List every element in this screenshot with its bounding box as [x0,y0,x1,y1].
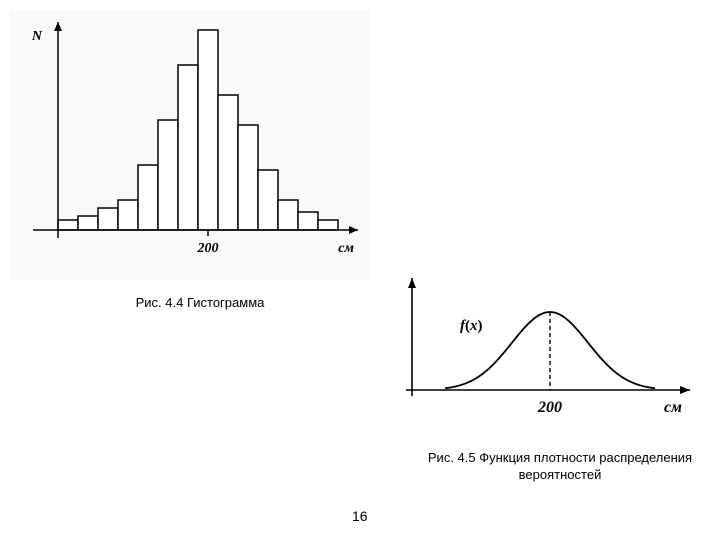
density-figure: f(x) 200 см [390,270,710,445]
svg-text:N: N [31,29,43,44]
svg-text:200: 200 [537,399,562,416]
histogram-caption: Рис. 4.4 Гистограмма [100,295,300,310]
svg-text:f(x): f(x) [460,318,483,334]
svg-text:см: см [338,241,354,256]
svg-text:200: 200 [197,241,219,256]
histogram-figure: 200 Nсм [10,10,370,285]
density-caption: Рис. 4.5 Функция плотности распределения… [420,450,700,484]
svg-text:см: см [664,399,682,416]
histogram-svg: 200 Nсм [10,10,370,280]
page-number: 16 [352,508,368,524]
density-svg: f(x) 200 см [390,270,710,440]
